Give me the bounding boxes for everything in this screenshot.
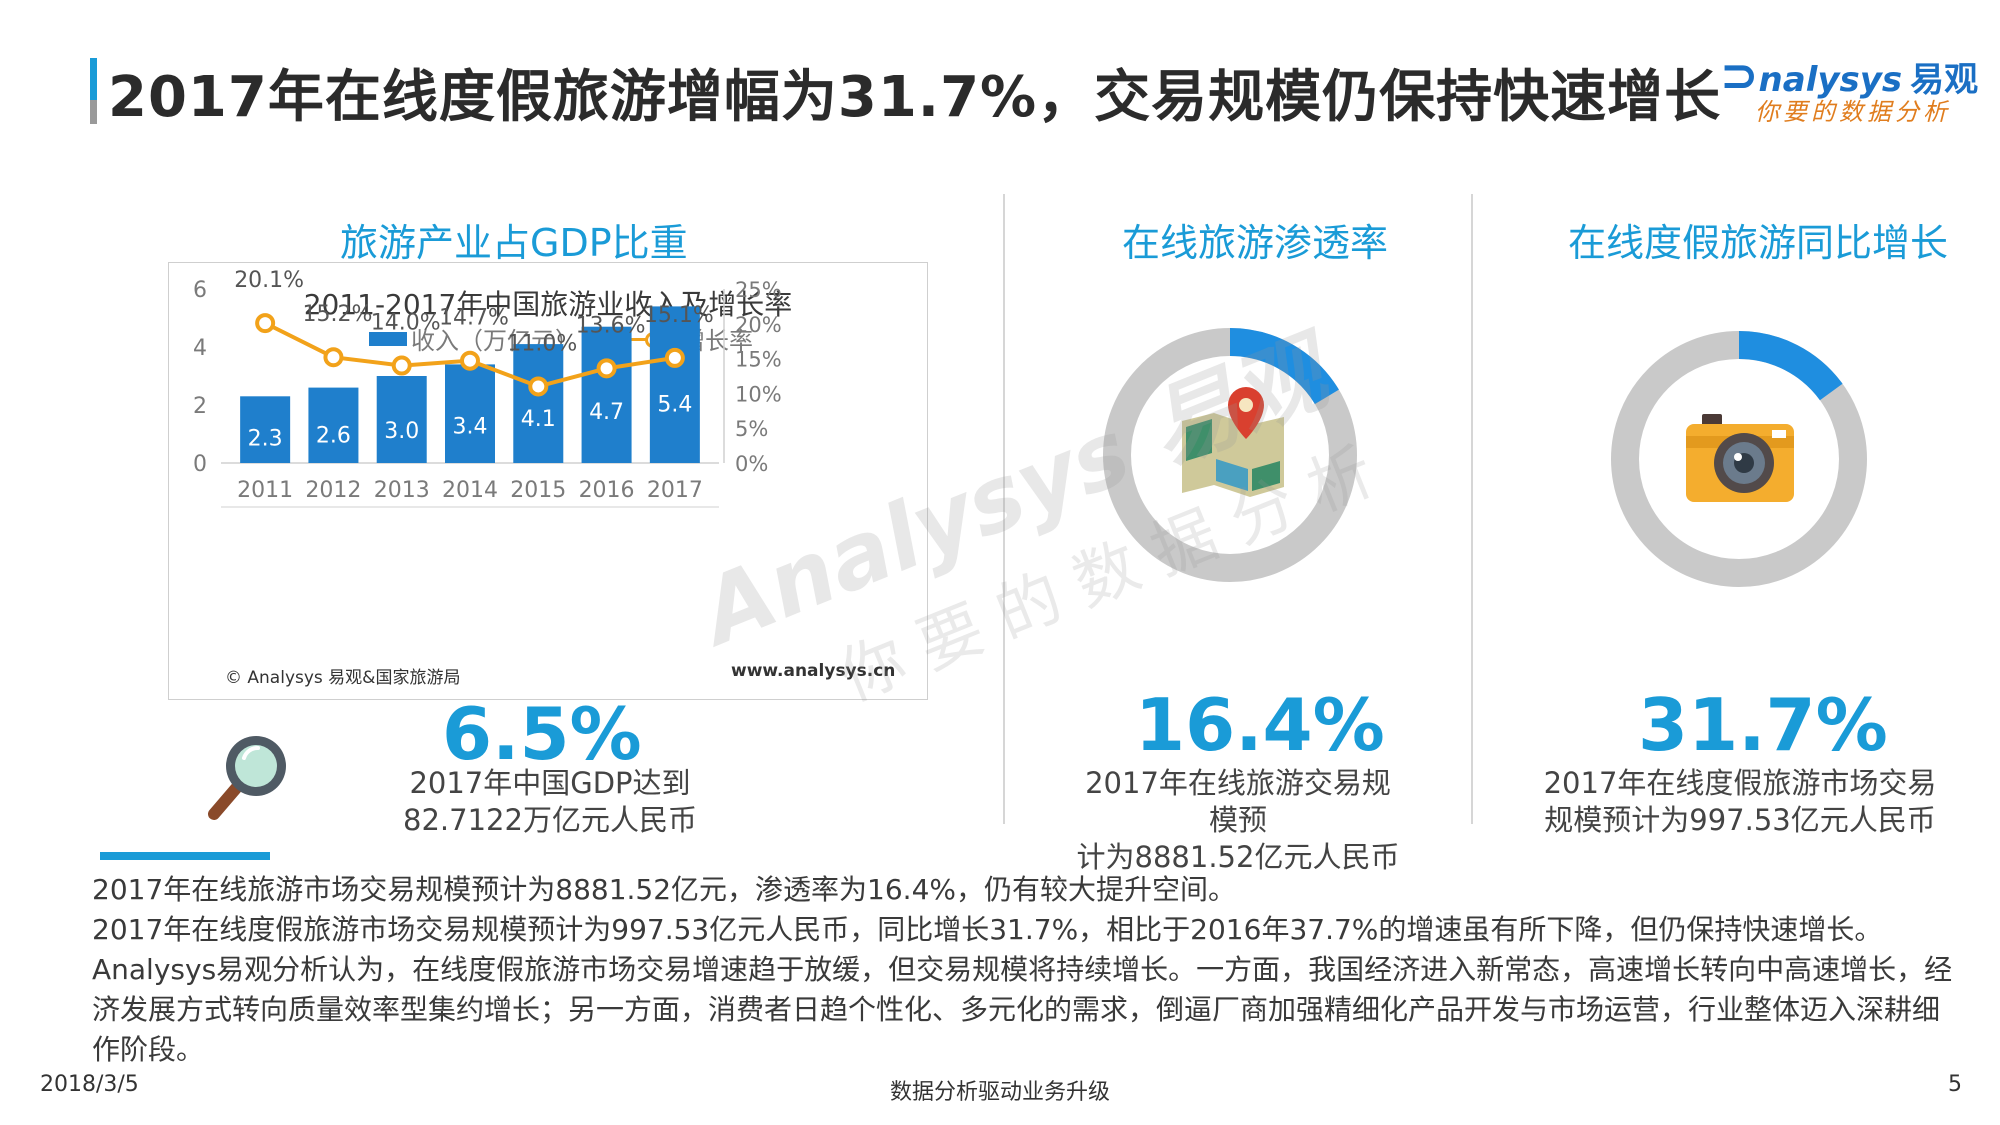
bar-value-label: 5.4 xyxy=(657,392,692,417)
analysis-line-3: Analysys易观分析认为，在线度假旅游市场交易增速趋于放缓，但交易规模将持续… xyxy=(92,953,1953,1066)
growth-point-2016 xyxy=(596,358,617,379)
page-title: 2017年在线度假旅游增幅为31.7%，交易规模仍保持快速增长 xyxy=(108,65,1722,130)
logo-tagline: 你要的数据分析 xyxy=(1755,98,1951,126)
x-tick-label: 2014 xyxy=(442,478,498,503)
section-title-vacation: 在线度假旅游同比增长 xyxy=(1568,221,1949,265)
x-tick-label: 2017 xyxy=(647,478,703,503)
growth-value-label: 14.0% xyxy=(371,311,441,336)
bar-2014 xyxy=(445,364,495,463)
donut-fill-arc xyxy=(1229,328,1339,405)
x-tick-label: 2015 xyxy=(510,478,566,503)
bar-2012 xyxy=(308,387,359,463)
title-accent-bar xyxy=(90,58,97,120)
chart-source: © Analysys 易观&国家旅游局 xyxy=(225,668,461,688)
x-tick-label: 2012 xyxy=(305,478,361,503)
vacation-growth-value: 31.7% xyxy=(1638,683,1888,767)
bar-value-label: 2.6 xyxy=(316,423,351,448)
legend-bar-swatch xyxy=(369,331,407,346)
y-right-tick-label: 0% xyxy=(735,452,768,476)
chart-title: 2011-2017年中国旅游业收入及增长率 xyxy=(303,288,793,321)
title-accent-bar-gray xyxy=(90,100,97,124)
magnifier-icon xyxy=(208,736,286,820)
analysys-logo: ⊃nalysys 易观 你要的数据分析 xyxy=(1720,48,1978,128)
divider-2 xyxy=(1471,194,1473,824)
y-right-tick-label: 20% xyxy=(735,313,782,337)
camera-icon xyxy=(1686,414,1794,502)
growth-point-2012 xyxy=(323,347,344,368)
growth-point-2011 xyxy=(255,313,276,334)
vacation-growth-donut xyxy=(1611,331,1867,587)
bar-2016 xyxy=(581,326,632,463)
y-right-tick-label: 5% xyxy=(735,417,768,441)
body-accent-line xyxy=(100,852,270,860)
y-right-tick-label: 10% xyxy=(735,382,782,406)
growth-point-2014 xyxy=(460,350,480,371)
growth-value-label: 15.1% xyxy=(644,303,714,328)
bar-value-label: 2.3 xyxy=(248,427,283,452)
footer-date: 2018/3/5 xyxy=(40,1072,139,1097)
growth-point-2015 xyxy=(528,376,549,397)
analysis-text: 2017年在线旅游市场交易规模预计为8881.52亿元，渗透率为16.4%，仍有… xyxy=(92,870,1962,1070)
bar-2017 xyxy=(649,306,700,463)
analysis-line-2: 2017年在线度假旅游市场交易规模预计为997.53亿元人民币，同比增长31.7… xyxy=(92,913,1883,946)
page-number: 5 xyxy=(1948,1072,1962,1097)
penetration-desc: 2017年在线旅游交易规模预 计为8881.52亿元人民币 xyxy=(1076,766,1400,874)
penetration-value: 16.4% xyxy=(1135,683,1385,767)
y-left-tick-label: 2 xyxy=(193,394,207,419)
y-left-tick-label: 6 xyxy=(193,278,207,303)
chart-url: www.analysys.cn xyxy=(731,661,896,681)
section-title-gdp: 旅游产业占GDP比重 xyxy=(340,221,688,265)
divider-1 xyxy=(1003,194,1005,824)
bar-value-label: 3.0 xyxy=(384,419,419,444)
logo-brand: ⊃nalysys 易观 xyxy=(1720,48,1979,102)
x-tick-label: 2016 xyxy=(579,478,635,503)
bar-value-label: 4.1 xyxy=(521,407,556,432)
growth-value-label: 15.2% xyxy=(302,302,372,327)
tourism-revenue-chart: 2011-2017年中国旅游业收入及增长率 收入（万亿元） 增长率 0 2 4 6 0%… xyxy=(168,262,928,700)
donut-fill-arc xyxy=(1738,331,1843,401)
y-right-tick-label: 15% xyxy=(735,348,782,372)
y-left-tick-label: 4 xyxy=(193,336,207,361)
growth-point-2013 xyxy=(391,355,412,376)
vacation-desc: 2017年在线度假旅游市场交易 规模预计为997.53亿元人民币 xyxy=(1543,766,1937,837)
section-title-penetration: 在线旅游渗透率 xyxy=(1122,221,1389,265)
bar-2015 xyxy=(513,344,564,463)
gdp-desc: 2017年中国GDP达到 82.7122万亿元人民币 xyxy=(403,766,697,837)
map-pin-icon xyxy=(1182,387,1284,497)
y-left-tick-label: 0 xyxy=(193,452,207,477)
bar-2011 xyxy=(240,396,291,463)
bar-2013 xyxy=(376,376,427,463)
gdp-share-value: 6.5% xyxy=(442,692,642,776)
footer-slogan: 数据分析驱动业务升级 xyxy=(889,1080,1110,1105)
x-tick-label: 2011 xyxy=(237,478,293,503)
growth-value-label: 13.6% xyxy=(576,313,646,338)
growth-value-label: 11.0% xyxy=(507,331,577,356)
penetration-donut xyxy=(1103,328,1357,582)
x-tick-label: 2013 xyxy=(374,478,430,503)
growth-point-2017 xyxy=(664,347,685,368)
growth-value-label: 14.7% xyxy=(439,306,509,331)
chart-plot: 0 2 4 6 0% 5% 10% 15% 20% 25% 2.3 2.6 3.0 3.4 4.1 4.7 5.… xyxy=(193,268,782,508)
analysis-line-1: 2017年在线旅游市场交易规模预计为8881.52亿元，渗透率为16.4%，仍有… xyxy=(92,873,1236,906)
growth-value-label: 20.1% xyxy=(234,268,304,293)
bar-value-label: 3.4 xyxy=(453,415,488,440)
y-right-tick-label: 25% xyxy=(735,278,782,302)
bar-value-label: 4.7 xyxy=(589,400,624,425)
